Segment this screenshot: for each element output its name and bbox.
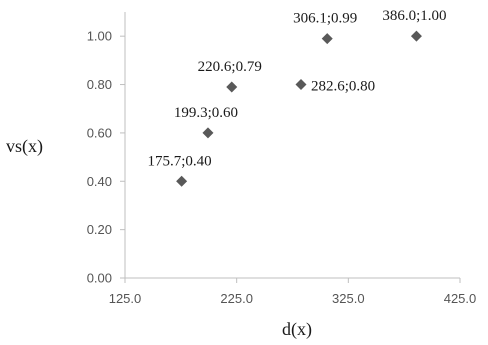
data-labels: 175.7;0.40 199.3;0.60 220.6;0.79 282.6;0.80… [148,8,447,169]
data-label: 199.3;0.60 [174,105,238,121]
x-tick-label: 125.0 [109,291,142,306]
y-axis-title: vs(x) [6,136,43,157]
data-label: 306.1;0.99 [293,11,357,27]
y-tick-label: 1.00 [87,29,112,44]
data-point-marker [295,79,307,91]
data-point-marker [176,175,188,187]
y-tick-label: 0.00 [87,271,112,286]
y-tick-label: 0.40 [87,174,112,189]
data-label: 220.6;0.79 [198,59,262,75]
x-axis-title: d(x) [282,319,312,340]
data-point-marker [410,30,422,42]
x-tick-label: 325.0 [332,291,365,306]
data-point-marker [202,127,214,139]
data-label: 282.6;0.80 [311,79,375,95]
y-axis: 0.00 0.20 0.40 0.60 0.80 1.00 [87,12,126,286]
data-point-marker [321,33,333,45]
y-tick-label: 0.20 [87,222,112,237]
data-label: 386.0;1.00 [382,8,446,24]
x-tick-label: 225.0 [220,291,253,306]
y-tick-label: 0.80 [87,77,112,92]
x-axis: 125.0 225.0 325.0 425.0 [109,277,477,306]
data-point-marker [226,81,238,93]
data-points [176,30,422,187]
data-label: 175.7;0.40 [148,153,212,169]
x-tick-label: 425.0 [444,291,477,306]
y-tick-label: 0.60 [87,125,112,140]
